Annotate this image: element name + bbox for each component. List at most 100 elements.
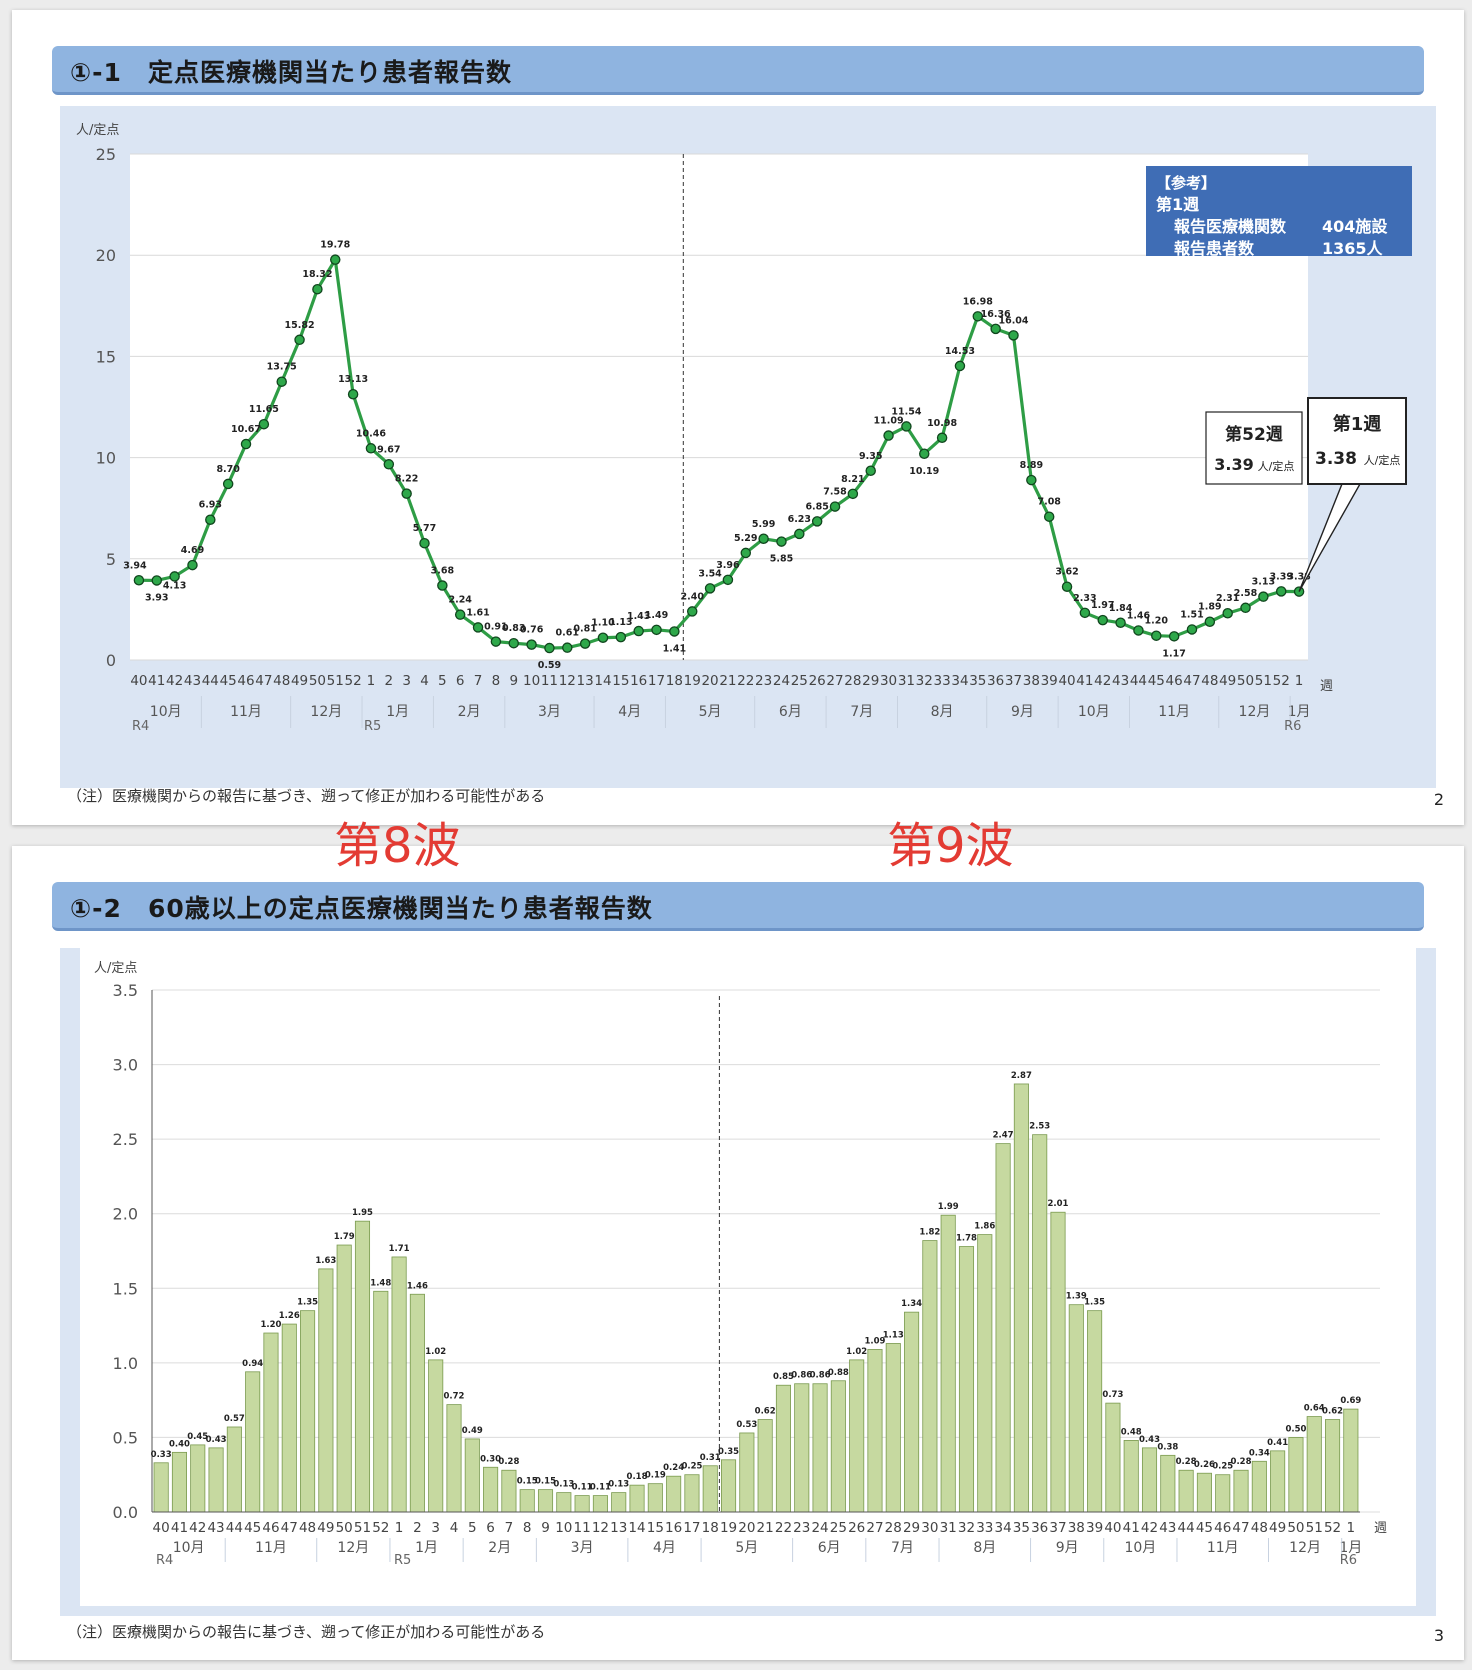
x-tick-label: 5 — [438, 673, 447, 689]
y-tick-label: 15 — [96, 347, 116, 366]
x-tick-label: 52 — [1273, 673, 1290, 689]
data-label: 1.51 — [1180, 609, 1203, 620]
data-point — [1204, 616, 1216, 627]
month-label: 8月 — [931, 704, 954, 720]
x-tick-label: 1 — [367, 673, 376, 689]
data-label: 19.78 — [320, 240, 350, 251]
x-tick-label: 47 — [1183, 673, 1200, 689]
reference-box-heading: 【参考】 — [1156, 174, 1216, 192]
data-label: 6.85 — [805, 501, 828, 512]
slide-2-page-number: 3 — [1433, 1626, 1444, 1645]
y-tick-label: 2.0 — [113, 1205, 138, 1224]
data-label: 3.93 — [145, 592, 168, 603]
x-tick-label: 46 — [262, 1520, 279, 1536]
data-point — [187, 559, 198, 571]
bar — [1196, 1472, 1212, 1513]
month-label: 10月 — [173, 1540, 205, 1556]
data-point — [1240, 602, 1251, 614]
x-tick-label: 10 — [523, 673, 540, 689]
bar — [446, 1404, 462, 1513]
data-point — [936, 432, 948, 444]
data-label: 0.86 — [810, 1371, 831, 1381]
x-tick-label: 10 — [555, 1520, 572, 1536]
x-tick-label: 1 — [1347, 1520, 1356, 1536]
data-label: 1.20 — [1145, 616, 1169, 627]
x-tick-label: 23 — [793, 1520, 810, 1536]
data-label: 3.68 — [431, 566, 455, 577]
data-label: 0.57 — [224, 1414, 245, 1424]
data-label: 0.49 — [462, 1426, 483, 1436]
data-point — [722, 574, 734, 586]
bar — [464, 1438, 480, 1513]
x-tick-label: 5 — [468, 1520, 477, 1536]
data-label: 3.39 — [1270, 571, 1293, 582]
x-tick-label: 51 — [1255, 673, 1272, 689]
month-label: 1月 — [415, 1540, 438, 1556]
month-label: 9月 — [1056, 1540, 1079, 1556]
data-label: 0.86 — [791, 1371, 812, 1381]
data-label: 0.15 — [517, 1477, 538, 1487]
x-tick-label: 21 — [719, 673, 736, 689]
data-label: 8.21 — [841, 474, 864, 485]
data-point — [829, 501, 841, 512]
data-label: 0.34 — [1249, 1448, 1270, 1458]
wave-8-label: 第8波 — [334, 818, 461, 874]
data-label: 1.39 — [1066, 1292, 1087, 1302]
bar — [684, 1474, 700, 1513]
bar — [1178, 1469, 1194, 1513]
x-tick-label: 22 — [737, 673, 754, 689]
y-tick-label: 3.5 — [113, 981, 138, 1000]
x-tick-label: 49 — [291, 673, 308, 689]
data-label: 6.23 — [788, 514, 811, 525]
data-label: 0.91 — [484, 622, 507, 633]
y-tick-label: 3.0 — [113, 1056, 138, 1075]
x-tick-label: 48 — [273, 673, 290, 689]
data-label: 0.41 — [1267, 1438, 1288, 1448]
x-tick-label: 28 — [844, 673, 861, 689]
x-tick-label: 38 — [1068, 1520, 1085, 1536]
data-label: 1.26 — [279, 1311, 300, 1321]
data-label: 0.38 — [1157, 1442, 1178, 1452]
x-tick-label: 26 — [848, 1520, 865, 1536]
bar — [1123, 1440, 1139, 1513]
x-tick-label: 40 — [130, 673, 147, 689]
x-tick-label: 19 — [684, 673, 701, 689]
data-point — [133, 575, 145, 586]
bar — [922, 1240, 938, 1513]
callout-week1-title: 第1週 — [1333, 413, 1382, 435]
bar — [1141, 1447, 1158, 1513]
data-label: 0.73 — [1102, 1390, 1123, 1400]
data-label: 5.77 — [413, 523, 436, 534]
y-tick-label: 20 — [96, 246, 116, 265]
x-tick-label: 18 — [666, 673, 683, 689]
x-tick-label: 49 — [1219, 673, 1236, 689]
bar — [1215, 1474, 1231, 1513]
x-tick-label: 26 — [809, 673, 826, 689]
data-label: 0.13 — [608, 1480, 629, 1490]
data-label: 0.62 — [755, 1407, 776, 1417]
data-point — [597, 632, 609, 643]
data-point — [686, 606, 698, 617]
data-label: 16.98 — [963, 296, 993, 307]
bar — [702, 1465, 718, 1513]
x-tick-label: 7 — [505, 1520, 514, 1536]
data-label: 0.53 — [736, 1420, 757, 1430]
data-point — [1133, 625, 1144, 636]
bar — [1233, 1469, 1249, 1513]
year-label: R6 — [1340, 1553, 1357, 1568]
data-label: 1.09 — [864, 1336, 885, 1346]
data-label: 0.40 — [169, 1439, 190, 1449]
data-point — [222, 478, 234, 490]
data-label: 1.35 — [297, 1298, 318, 1308]
data-label: 16.36 — [981, 309, 1011, 320]
data-label: 0.64 — [1304, 1404, 1325, 1414]
data-point — [490, 636, 502, 647]
month-label: 8月 — [973, 1540, 996, 1556]
data-label: 13.13 — [338, 374, 368, 385]
x-tick-label: 45 — [220, 673, 237, 689]
data-point — [901, 421, 912, 432]
bar — [428, 1359, 444, 1513]
x-tick-label: 36 — [987, 673, 1004, 689]
data-point — [633, 625, 644, 637]
data-label: 0.24 — [663, 1463, 684, 1473]
